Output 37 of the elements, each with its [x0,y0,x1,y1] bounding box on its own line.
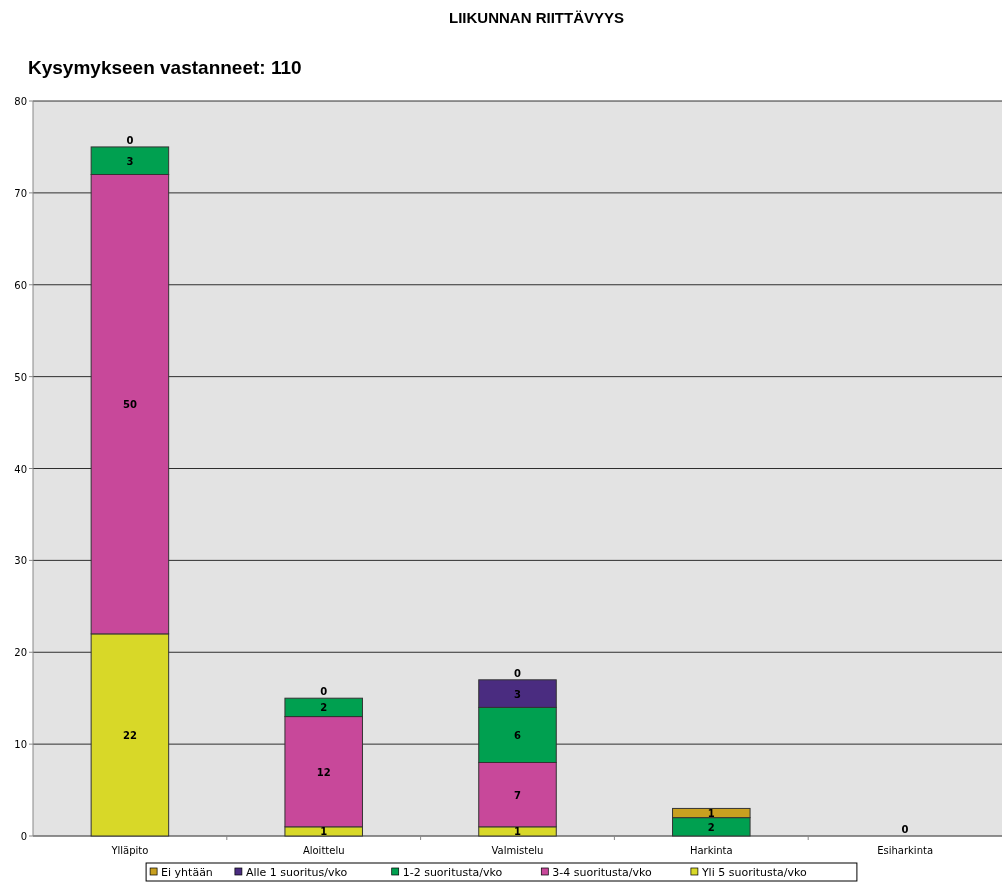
x-tick-label: Aloittelu [302,845,345,856]
data-label: 3 [126,155,134,167]
data-label: 3 [514,688,522,700]
y-tick-label: 50 [14,371,27,383]
data-label: 0 [126,134,134,146]
data-label: 0 [320,686,328,698]
x-tick-label: Harkinta [689,845,733,856]
x-tick-label: Valmistelu [491,845,544,856]
y-tick-label: 0 [20,831,27,842]
legend-label: 3-4 suoritusta/vko [552,866,653,879]
data-label: 12 [316,766,331,778]
data-label: 1 [707,808,715,820]
legend-label: Yli 5 suoritusta/vko [700,866,807,879]
data-label: 1 [320,826,328,838]
y-tick-label: 10 [14,739,27,751]
data-label: 7 [514,789,522,801]
y-tick-label: 70 [14,187,27,199]
y-tick-label: 60 [14,279,27,291]
x-tick-label: Esiharkinta [877,845,934,856]
y-tick-label: 80 [14,96,27,107]
data-label: 22 [122,729,137,741]
data-label: 0 [901,824,909,835]
x-tick-label: Ylläpito [110,845,149,856]
data-label: 1 [514,826,522,838]
legend-label: Ei yhtään [161,866,213,879]
data-label: 6 [514,729,522,741]
chart-subtitle: Kysymykseen vastanneet: 110 [28,57,302,78]
data-label: 0 [514,667,522,679]
data-label: 2 [707,821,715,833]
data-label: 2 [320,702,328,714]
legend-label: 1-2 suoritusta/vko [402,866,503,879]
y-tick-label: 40 [14,463,27,475]
y-tick-label: 30 [14,555,27,567]
data-label: 50 [122,399,137,411]
legend-label: Alle 1 suoritus/vko [245,866,348,879]
chart-title: LIIKUNNAN RIITTÄVYYS [448,9,625,26]
y-tick-label: 20 [14,647,27,659]
